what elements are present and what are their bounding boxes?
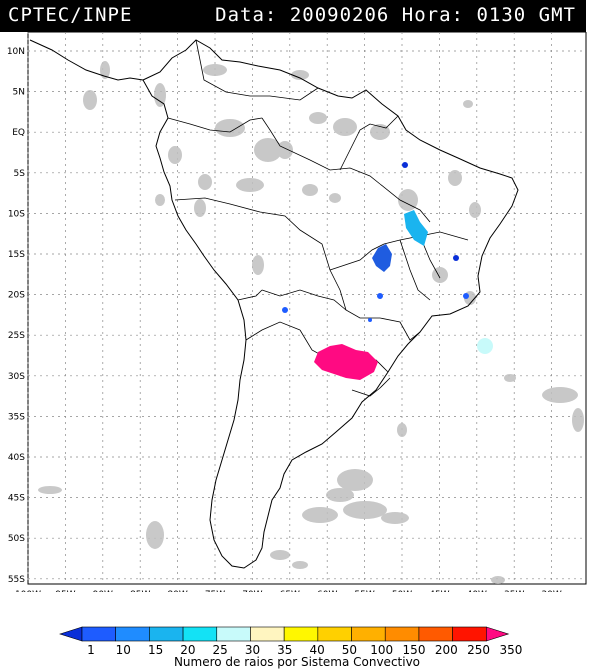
lat-tick-label: 20S [8, 291, 25, 301]
legend-arrow-right [486, 626, 510, 642]
lightning-map: 10N 5N EQ 5S 10S 15S 20S 25S 30S 35S 40S 45S 50S 55S 1… [7, 32, 587, 592]
lat-tick-label: EQ [12, 128, 25, 138]
timestamp: Data: 20090206 Hora: 0130 GMT [215, 4, 576, 26]
legend-tick-label: 200 [435, 643, 458, 657]
lat-tick-label: 30S [8, 372, 25, 382]
lon-tick-label: 50W [392, 590, 412, 592]
lon-tick-label: 100W [15, 590, 41, 592]
legend-tick-label: 350 [499, 643, 522, 657]
lightning-cluster-blue [372, 244, 392, 272]
legend-tick-label: 35 [277, 643, 292, 657]
legend-swatch [115, 626, 150, 642]
lon-tick-label: 60W [317, 590, 337, 592]
time-label: Hora: [401, 4, 464, 26]
organization-label: CPTEC/INPE [8, 4, 133, 26]
lat-tick-label: 45S [8, 494, 25, 504]
date-label: Data: [215, 4, 278, 26]
legend-swatch [317, 626, 352, 642]
lightning-cluster-pale-blue [477, 338, 493, 354]
lon-tick-label: 35W [504, 590, 524, 592]
lat-tick-label: 35S [8, 412, 25, 422]
legend-tick-label: 25 [213, 643, 228, 657]
lon-tick-label: 70W [242, 590, 262, 592]
legend-swatch [250, 626, 285, 642]
legend-swatch [418, 626, 453, 642]
legend-tick-label: 30 [245, 643, 260, 657]
legend-swatch [452, 626, 487, 642]
lon-tick-label: 45W [429, 590, 449, 592]
legend-tick-label: 150 [403, 643, 426, 657]
lat-tick-label: 25S [8, 331, 25, 341]
legend-tick-label: 15 [148, 643, 163, 657]
lon-tick-label: 90W [93, 590, 113, 592]
legend-swatch [283, 626, 319, 642]
lon-tick-label: 40W [467, 590, 487, 592]
lightning-cluster-blue-3 [463, 293, 469, 299]
lat-tick-label: 10S [8, 209, 25, 219]
legend-swatch [216, 626, 251, 642]
legend-colorbar [59, 626, 510, 642]
lightning-cluster-blue-5 [368, 318, 372, 322]
legend-tick-label: 40 [309, 643, 324, 657]
legend-arrow-left [59, 626, 83, 642]
lightning-cluster-blue-2 [377, 293, 383, 299]
lat-tick-label: 15S [8, 250, 25, 260]
lat-tick-label: 55S [8, 575, 25, 585]
date-value: 20090206 [289, 4, 390, 26]
legend-swatch [182, 626, 218, 642]
lat-tick-label: 5N [13, 88, 25, 98]
lon-tick-label: 75W [205, 590, 225, 592]
lon-tick-label: 85W [130, 590, 150, 592]
legend-tick-label: 50 [342, 643, 357, 657]
lon-tick-label: 30W [541, 590, 561, 592]
legend: 1 10 15 20 25 30 35 40 50 100 150 200 250 350 Numero … [59, 626, 522, 669]
legend-tick-label: 20 [180, 643, 195, 657]
timezone-value: GMT [538, 4, 576, 26]
legend-swatch [384, 626, 420, 642]
lightning-cluster-blue-4 [282, 307, 288, 313]
lat-lon-grid: 10N 5N EQ 5S 10S 15S 20S 25S 30S 35S 40S 45S 50S 55S 1… [7, 32, 586, 592]
lightning-cluster-dark-blue-1 [402, 162, 408, 168]
lightning-clusters [282, 162, 493, 380]
lon-tick-label: 95W [55, 590, 75, 592]
title-bar: CPTEC/INPE Data: 20090206 Hora: 0130 GMT [0, 0, 586, 32]
legend-tick-label: 250 [467, 643, 490, 657]
legend-tick-label: 100 [370, 643, 393, 657]
lon-tick-label: 65W [280, 590, 300, 592]
legend-title: Numero de raios por Sistema Convectivo [174, 655, 420, 669]
lightning-cluster-magenta [314, 344, 378, 380]
south-america-coastline [142, 39, 519, 569]
lat-tick-label: 10N [7, 47, 25, 57]
legend-tick-label: 1 [87, 643, 95, 657]
legend-swatch [351, 626, 386, 642]
lat-tick-label: 50S [8, 534, 25, 544]
legend-swatch [81, 626, 116, 642]
map-frame [27, 32, 587, 585]
legend-swatch [149, 626, 184, 642]
legend-labels: 1 10 15 20 25 30 35 40 50 100 150 200 250 350 [87, 643, 522, 657]
lat-tick-label: 5S [14, 169, 26, 179]
central-america-coastline [29, 39, 144, 81]
legend-tick-label: 10 [116, 643, 131, 657]
lat-tick-label: 40S [8, 453, 25, 463]
lightning-cluster-cyan [404, 210, 428, 246]
time-value: 0130 [476, 4, 527, 26]
cloud-cover [38, 61, 584, 584]
lightning-cluster-dark-blue-2 [453, 255, 459, 261]
lon-tick-label: 55W [354, 590, 374, 592]
lon-tick-label: 80W [167, 590, 187, 592]
